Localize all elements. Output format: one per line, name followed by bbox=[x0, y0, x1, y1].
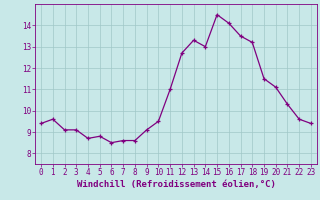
X-axis label: Windchill (Refroidissement éolien,°C): Windchill (Refroidissement éolien,°C) bbox=[76, 180, 276, 189]
